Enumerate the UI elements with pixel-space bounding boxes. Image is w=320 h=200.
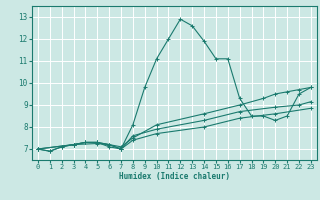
X-axis label: Humidex (Indice chaleur): Humidex (Indice chaleur)	[119, 172, 230, 181]
